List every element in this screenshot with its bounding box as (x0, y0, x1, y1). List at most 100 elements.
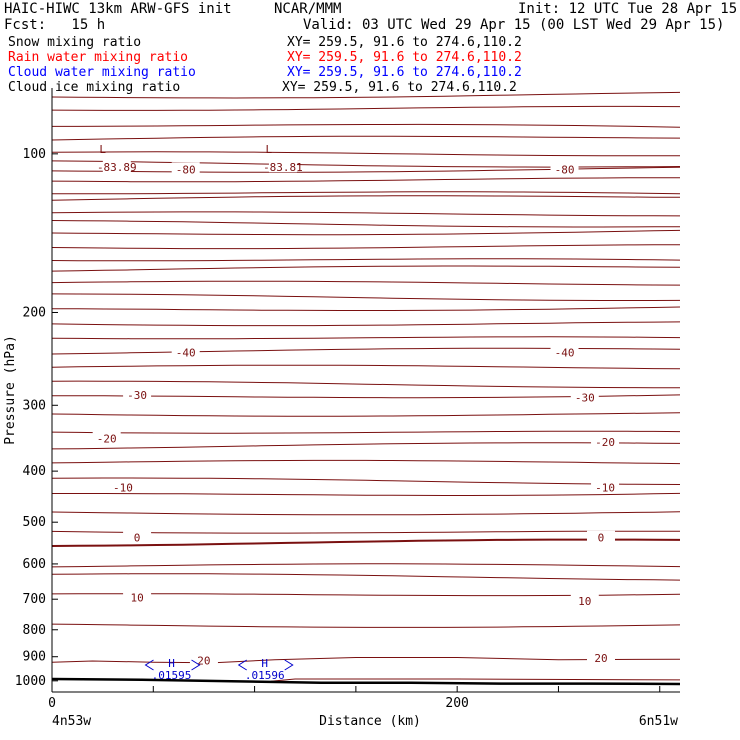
contour-line (51, 220, 681, 228)
contour-line (51, 195, 681, 201)
contour-label: -83.89 (97, 161, 137, 174)
contour-label-bg (171, 162, 200, 175)
contour-label: 0 (598, 532, 605, 545)
high-marker: H (168, 657, 175, 670)
contour-label: -10 (113, 482, 133, 495)
contour-line (51, 244, 681, 250)
contour-line (52, 123, 681, 128)
contour-line (51, 151, 680, 157)
forecast-hour: Fcst: 15 h (4, 17, 106, 33)
field-rain-name: Rain water mixing ratio (8, 50, 189, 65)
contour-line (51, 459, 681, 465)
contour-line (51, 538, 681, 547)
high-marker-bracket (191, 659, 201, 671)
model-title: HAIC-HIWC 13km ARW-GFS init (4, 1, 232, 17)
contour-label-bg (123, 590, 152, 603)
field-cloudwater-xy: XY= 259.5, 91.6 to 274.6,110.2 (287, 65, 522, 80)
contour-line (51, 211, 681, 217)
y-axis-label: Pressure (hPa) (3, 335, 18, 445)
contour-label-bg (268, 160, 297, 173)
terrain-surface (51, 677, 681, 686)
field-cloudice-name: Cloud ice mixing ratio (8, 80, 181, 95)
contour-line (52, 191, 681, 195)
contour-line (52, 492, 681, 496)
contour-line (51, 293, 681, 301)
contour-line (51, 280, 681, 286)
init-time: Init: 12 UTC Tue 28 Apr 15 (518, 1, 738, 17)
contour-line (51, 160, 681, 168)
contour-label-bg (570, 390, 599, 403)
contour-label-bg (123, 530, 152, 543)
y-tick-label: 100 (23, 147, 46, 162)
x-tick-label: 200 (445, 696, 468, 711)
contour-line (51, 229, 681, 236)
contour-label-bg (171, 345, 200, 358)
contour-line (51, 135, 681, 141)
contour-line (51, 336, 681, 340)
contour-line (51, 166, 681, 173)
contour-line (51, 511, 681, 516)
low-marker: L (265, 143, 272, 156)
y-tick-label: 400 (23, 464, 46, 479)
contour-line (51, 573, 681, 581)
contour-label: 20 (594, 652, 607, 665)
contour-lines (51, 91, 681, 682)
contour-label-bg (92, 431, 121, 444)
contour-label-bg (591, 434, 620, 447)
high-marker-bracket (144, 659, 154, 671)
right-endpoint-label: 6n51w (639, 714, 678, 729)
y-tick-label: 200 (23, 305, 46, 320)
low-marker: L (99, 143, 106, 156)
y-tick-label: 1000 (15, 674, 46, 689)
contour-line (51, 657, 681, 664)
contour-line (51, 105, 681, 111)
contour-line (51, 258, 681, 262)
x-axis-label: Distance (km) (319, 714, 421, 729)
contour-label-bg (123, 388, 152, 401)
org-label: NCAR/MMM (274, 1, 342, 17)
contour-line (51, 306, 681, 311)
high-marker-value: .01595 (152, 669, 192, 682)
y-tick-label: 900 (23, 650, 46, 665)
contour-label: 20 (197, 654, 210, 667)
contour-line (51, 442, 681, 450)
contour-label-bg (591, 480, 620, 493)
contour-line (51, 530, 681, 534)
contour-label-bg (550, 162, 579, 175)
x-tick-label: 0 (48, 696, 56, 711)
contour-label: -80 (176, 163, 196, 176)
contour-label: -40 (555, 346, 575, 359)
left-endpoint-label: 4n53w (52, 714, 91, 729)
surface-line (51, 677, 681, 686)
contour-label: -20 (97, 433, 117, 446)
y-tick-label: 800 (23, 623, 46, 638)
high-marker-bracket (237, 659, 247, 671)
contour-line (51, 265, 681, 272)
contour-line (51, 347, 681, 355)
contour-labels: -83.89 -83.81 -80 -80 -40 -40 -30 -30 -20 -20 -10 -… (92, 160, 620, 667)
field-snow-name: Snow mixing ratio (8, 35, 142, 50)
contour-label: -30 (575, 392, 595, 405)
contour-label-bg (570, 593, 599, 606)
contour-label-bg (586, 650, 615, 663)
field-cloudice-xy: XY= 259.5, 91.6 to 274.6,110.2 (282, 80, 517, 95)
contour-label-bg (108, 480, 137, 493)
high-marker-bracket (284, 659, 294, 671)
contour-label: 10 (130, 592, 143, 605)
contour-line (51, 364, 681, 370)
contour-line (51, 623, 681, 628)
contour-line (51, 91, 681, 99)
contour-line (270, 678, 681, 682)
field-snow-xy: XY= 259.5, 91.6 to 274.6,110.2 (287, 35, 522, 50)
field-rain-xy: XY= 259.5, 91.6 to 274.6,110.2 (287, 50, 522, 65)
contour-label: 0 (134, 532, 141, 545)
contour-line (51, 321, 681, 327)
contour-line (51, 412, 681, 417)
contour-line (51, 563, 681, 568)
contour-label-bg (102, 160, 131, 173)
contour-label: -10 (595, 482, 615, 495)
contour-line (51, 380, 680, 389)
